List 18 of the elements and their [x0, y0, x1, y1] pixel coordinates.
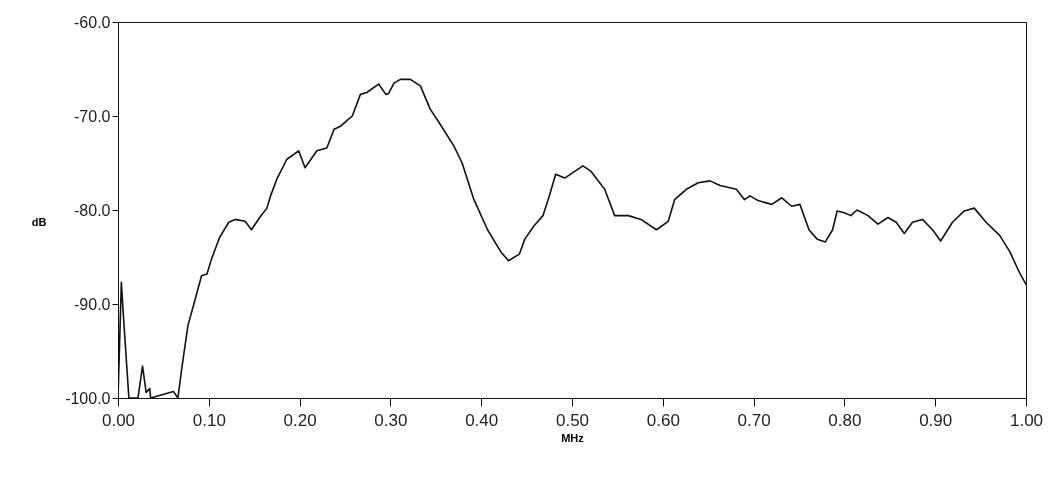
x-tick-label: 0.20 [283, 410, 317, 430]
x-tick-label: 0.30 [374, 410, 408, 430]
x-tick-label: 0.70 [737, 410, 771, 430]
x-tick-label: 0.80 [828, 410, 862, 430]
y-tick-label: -100.0 [65, 389, 111, 407]
y-tick-label: -60.0 [74, 13, 111, 31]
x-tick-label: 0.40 [465, 410, 499, 430]
x-tick-label: 0.90 [919, 410, 953, 430]
x-tick-label: 1.00 [1009, 410, 1044, 430]
y-tick-label: -90.0 [74, 295, 111, 313]
x-axis-title: MHz [561, 431, 585, 444]
x-tick-label: 0.00 [101, 410, 136, 430]
x-tick-label: 0.50 [555, 410, 590, 430]
x-tick-label: 0.60 [646, 410, 680, 430]
x-tick-label: 0.10 [192, 410, 226, 430]
y-tick-label: -80.0 [74, 201, 111, 219]
y-axis-title: dB [31, 215, 47, 228]
y-tick-label: -70.0 [74, 107, 111, 125]
